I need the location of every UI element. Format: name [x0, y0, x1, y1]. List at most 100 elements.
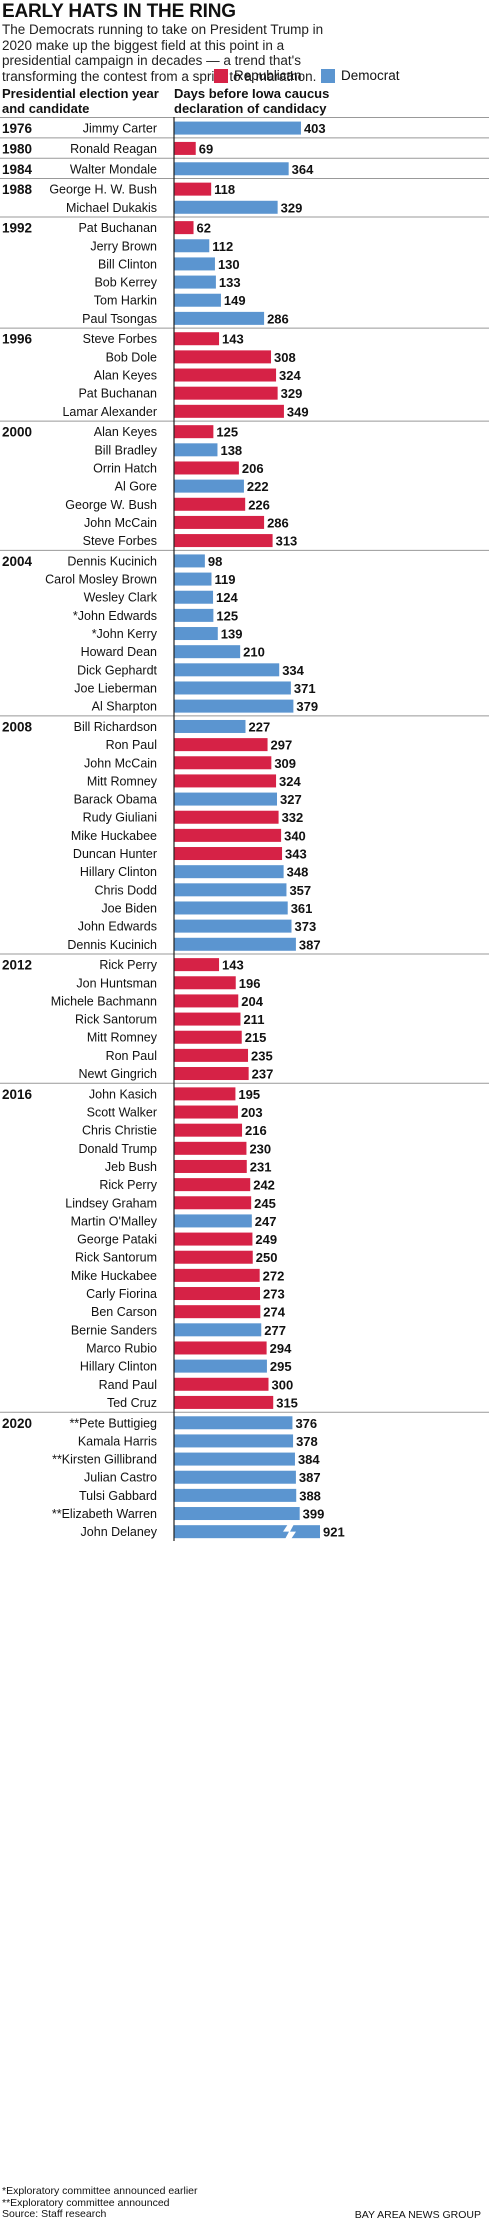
bar [174, 200, 278, 214]
bar [174, 257, 215, 271]
candidate-label: Newt Gingrich [79, 1067, 158, 1081]
bar [174, 1434, 294, 1448]
candidate-label: Bernie Sanders [71, 1323, 157, 1337]
value-label: 273 [263, 1287, 285, 1302]
value-label: 118 [214, 182, 235, 197]
bar [174, 368, 277, 382]
candidate-label: Lindsey Graham [65, 1196, 157, 1210]
value-label: 315 [276, 1395, 298, 1410]
candidate-label: Donald Trump [78, 1142, 157, 1156]
value-label: 227 [249, 719, 271, 734]
right-column-header: Days before Iowa caucus declaration of c… [174, 86, 329, 116]
value-label: 324 [279, 368, 301, 383]
candidate-label: John Delaney [81, 1525, 158, 1539]
bar [174, 1452, 295, 1466]
bar [174, 1141, 247, 1155]
value-label: 138 [220, 443, 242, 458]
bar [174, 1159, 247, 1173]
value-label: 373 [294, 919, 316, 934]
candidate-label: Ron Paul [106, 1049, 157, 1063]
bar [174, 627, 218, 641]
candidate-label: Carol Mosley Brown [45, 573, 157, 587]
legend-label-democrat: Democrat [341, 68, 400, 83]
value-label: 921 [323, 1525, 345, 1540]
bar [174, 461, 239, 475]
candidate-label: Walter Mondale [70, 162, 157, 176]
candidate-label: George W. Bush [65, 498, 157, 512]
year-label: 2000 [2, 425, 32, 440]
value-label: 143 [222, 958, 244, 973]
value-label: 211 [243, 1012, 264, 1027]
value-label: 286 [267, 515, 289, 530]
candidate-label: Chris Christie [82, 1124, 157, 1138]
value-label: 203 [241, 1105, 263, 1120]
bar [174, 976, 236, 990]
footnote-exploratory-earlier: *Exploratory committee announced earlier [2, 2185, 198, 2197]
bar [174, 1416, 293, 1430]
value-label: 308 [274, 350, 296, 365]
bar [174, 958, 220, 972]
candidate-label: Paul Tsongas [82, 312, 157, 326]
value-label: 295 [270, 1359, 292, 1374]
bar [174, 554, 205, 568]
footnote-exploratory: **Exploratory committee announced [2, 2196, 170, 2209]
candidate-label: Chris Dodd [94, 883, 157, 897]
bar [174, 1507, 300, 1521]
candidate-label: Dennis Kucinich [67, 554, 157, 568]
bar [174, 1030, 242, 1044]
value-label: 62 [197, 221, 211, 236]
bar [174, 1470, 296, 1484]
value-label: 349 [287, 404, 309, 419]
candidate-label: Hillary Clinton [80, 1360, 157, 1374]
bar [174, 901, 288, 915]
right-header-line-2: declaration of candidacy [174, 101, 327, 116]
value-label: 357 [289, 883, 311, 898]
bar [174, 865, 284, 879]
value-label: 125 [216, 425, 238, 440]
bar [174, 1105, 238, 1119]
bar [174, 121, 301, 135]
legend-republican: Republican [214, 68, 302, 83]
candidate-label: George H. W. Bush [49, 183, 157, 197]
candidate-label: Rick Perry [99, 1178, 157, 1192]
candidate-label: Hillary Clinton [80, 865, 157, 879]
legend-democrat: Democrat [321, 68, 400, 83]
bar [174, 1196, 252, 1210]
bar [174, 1087, 236, 1101]
candidate-label: Mitt Romney [87, 774, 158, 788]
value-label: 216 [245, 1123, 267, 1138]
bar [174, 479, 244, 493]
value-label: 329 [281, 200, 303, 215]
candidate-label: Carly Fiorina [86, 1287, 157, 1301]
candidate-label: Martin O'Malley [71, 1214, 158, 1228]
bar [174, 141, 196, 155]
candidate-label: George Pataki [77, 1233, 157, 1247]
year-label: 1984 [2, 162, 33, 177]
bar [174, 1012, 241, 1026]
value-label: 195 [238, 1087, 260, 1102]
candidate-label: John Edwards [78, 920, 157, 934]
bar [174, 1323, 262, 1337]
bar [174, 1214, 252, 1228]
bar [174, 572, 212, 586]
bar [174, 515, 265, 529]
value-label: 297 [271, 738, 293, 753]
value-label: 348 [287, 865, 309, 880]
value-label: 387 [299, 937, 321, 952]
candidate-label: Alan Keyes [94, 425, 157, 439]
chart-title: EARLY HATS IN THE RING [2, 1, 236, 22]
candidate-label: Dennis Kucinich [67, 938, 157, 952]
candidate-label: Orrin Hatch [93, 461, 157, 475]
value-label: 300 [272, 1377, 294, 1392]
bar [174, 681, 291, 695]
value-label: 364 [292, 162, 314, 177]
value-label: 403 [304, 121, 326, 136]
value-label: 294 [270, 1341, 292, 1356]
candidate-label: **Kirsten Gillibrand [52, 1453, 157, 1467]
year-label: 2016 [2, 1087, 33, 1102]
candidate-label: Al Sharpton [92, 700, 157, 714]
bar [174, 162, 289, 176]
value-label: 343 [285, 847, 307, 862]
bar [174, 699, 294, 713]
bar [174, 332, 220, 346]
